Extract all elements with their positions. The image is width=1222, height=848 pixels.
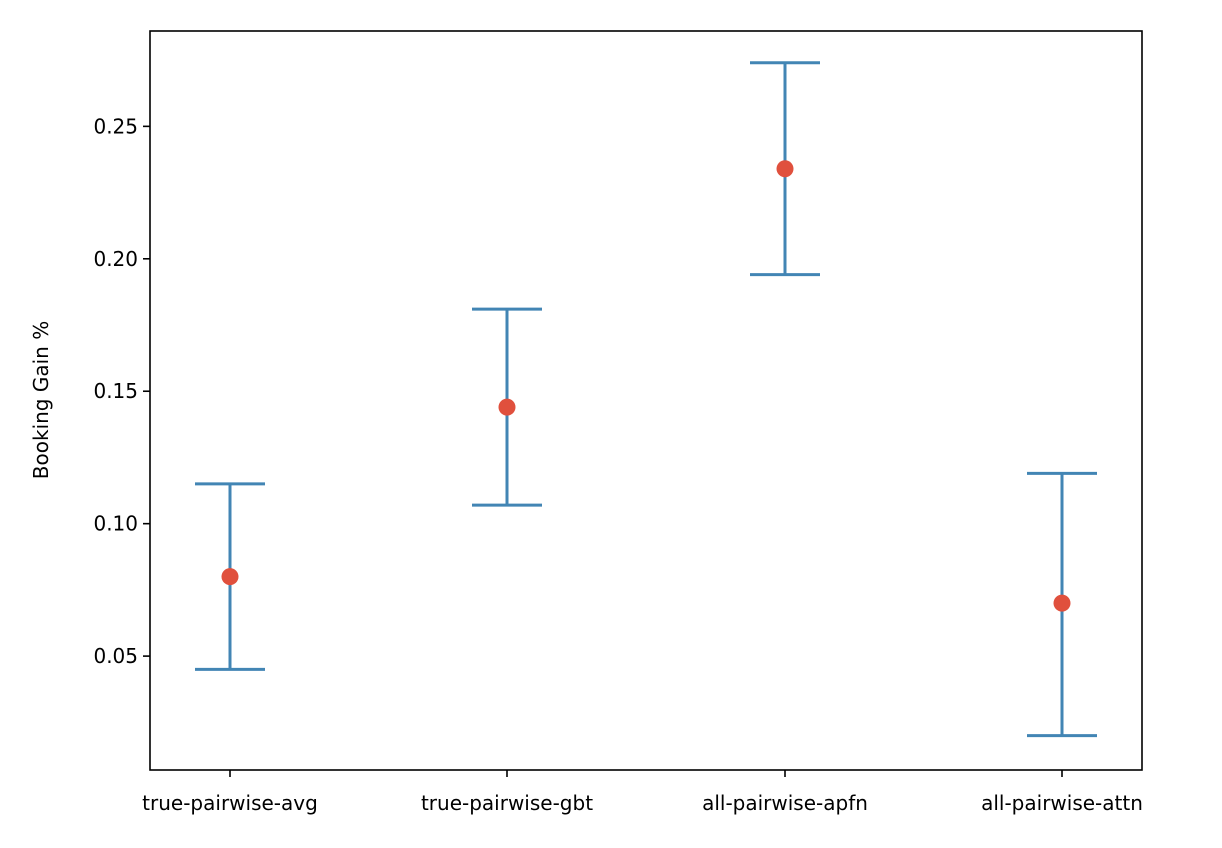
plot-area-frame — [149, 30, 1143, 771]
y-tick-label: 0.20 — [93, 247, 138, 271]
y-tick-label: 0.10 — [93, 512, 138, 536]
y-tick-label: 0.05 — [93, 644, 138, 668]
y-tick-label: 0.25 — [93, 114, 138, 138]
data-point — [1053, 594, 1071, 612]
x-tick-label: all-pairwise-apfn — [702, 791, 868, 815]
data-point — [498, 398, 516, 416]
data-point — [776, 160, 794, 178]
data-point — [221, 568, 239, 586]
x-tick-label: all-pairwise-attn — [981, 791, 1143, 815]
x-tick-label: true-pairwise-avg — [142, 791, 318, 815]
x-tick-label: true-pairwise-gbt — [421, 791, 593, 815]
y-axis-label: Booking Gain % — [29, 321, 53, 479]
y-tick-label: 0.15 — [93, 379, 138, 403]
